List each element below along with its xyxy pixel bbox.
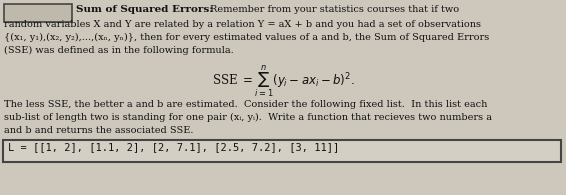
Text: L = [[1, 2], [1.1, 2], [2, 7.1], [2.5, 7.2], [3, 11]]: L = [[1, 2], [1.1, 2], [2, 7.1], [2.5, 7… — [8, 142, 339, 152]
Text: The less SSE, the better a and b are estimated.  Consider the following fixed li: The less SSE, the better a and b are est… — [4, 100, 487, 109]
Text: (SSE) was defined as in the following formula.: (SSE) was defined as in the following fo… — [4, 46, 234, 55]
Text: SSE $= \sum_{i=1}^{n}(y_i - ax_i - b)^2.$: SSE $= \sum_{i=1}^{n}(y_i - ax_i - b)^2.… — [212, 63, 354, 98]
Text: sub-list of length two is standing for one pair (xᵢ, yᵢ).  Write a function that: sub-list of length two is standing for o… — [4, 113, 492, 122]
Text: and b and returns the associated SSE.: and b and returns the associated SSE. — [4, 126, 194, 135]
Text: Sum of Squared Errors:: Sum of Squared Errors: — [76, 5, 213, 14]
Bar — [4, 4, 72, 22]
Text: Remember from your statistics courses that if two: Remember from your statistics courses th… — [210, 5, 459, 14]
Bar — [3, 140, 561, 162]
Text: random variables X and Y are related by a relation Y = aX + b and you had a set : random variables X and Y are related by … — [4, 20, 481, 29]
Text: {(x₁, y₁),(x₂, y₂),...,(xₙ, yₙ)}, then for every estimated values of a and b, th: {(x₁, y₁),(x₂, y₂),...,(xₙ, yₙ)}, then f… — [4, 33, 489, 42]
